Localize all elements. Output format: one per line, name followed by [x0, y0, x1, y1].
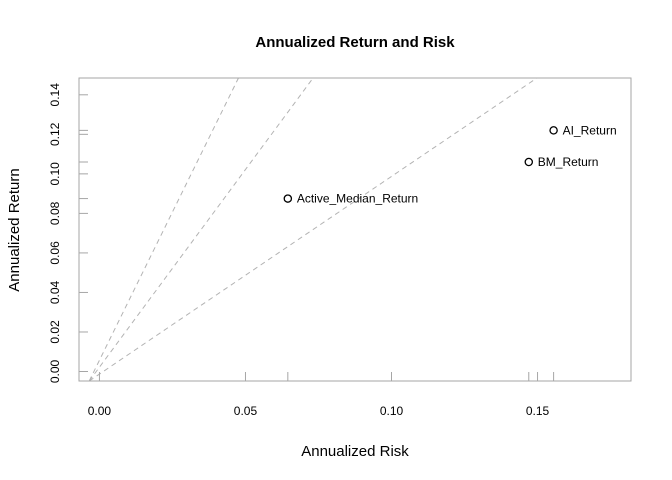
y-tick-label: 0.02 [48, 320, 62, 344]
data-point [549, 126, 558, 135]
y-tick-label: 0.06 [48, 241, 62, 265]
y-axis-label: Annualized Return [6, 168, 23, 291]
y-axis: 0.00 0.02 0.04 0.06 0.08 0.10 0.12 0.14 [48, 83, 88, 383]
reference-line-3 [88, 77, 239, 382]
x-axis-label: Annualized Risk [301, 443, 409, 460]
y-tick-label: 0.08 [48, 201, 62, 225]
y-tick-label: 0.12 [48, 122, 62, 146]
reference-line-2 [88, 77, 314, 382]
x-axis: 0.00 0.05 0.10 0.15 [88, 372, 550, 418]
point-label: AI_Return [563, 123, 617, 137]
data-point [524, 157, 534, 167]
chart-title: Annualized Return and Risk [255, 34, 455, 51]
point-label: Active_Median_Return [297, 192, 418, 206]
point-label: BM_Return [538, 155, 599, 169]
y-tick-label: 0.10 [48, 162, 62, 186]
reference-line-1 [88, 77, 538, 382]
x-tick-label: 0.10 [380, 404, 404, 418]
data-points: Active_Median_Return BM_Return AI_Return [79, 123, 617, 381]
reference-lines [88, 77, 538, 382]
data-point [283, 194, 293, 203]
y-tick-label: 0.14 [48, 83, 62, 107]
x-tick-label: 0.05 [234, 404, 258, 418]
x-tick-label: 0.15 [526, 404, 550, 418]
x-tick-label: 0.00 [88, 404, 112, 418]
plot-area-box [78, 77, 632, 382]
y-tick-label: 0.04 [48, 280, 62, 304]
y-tick-label: 0.00 [48, 360, 62, 384]
